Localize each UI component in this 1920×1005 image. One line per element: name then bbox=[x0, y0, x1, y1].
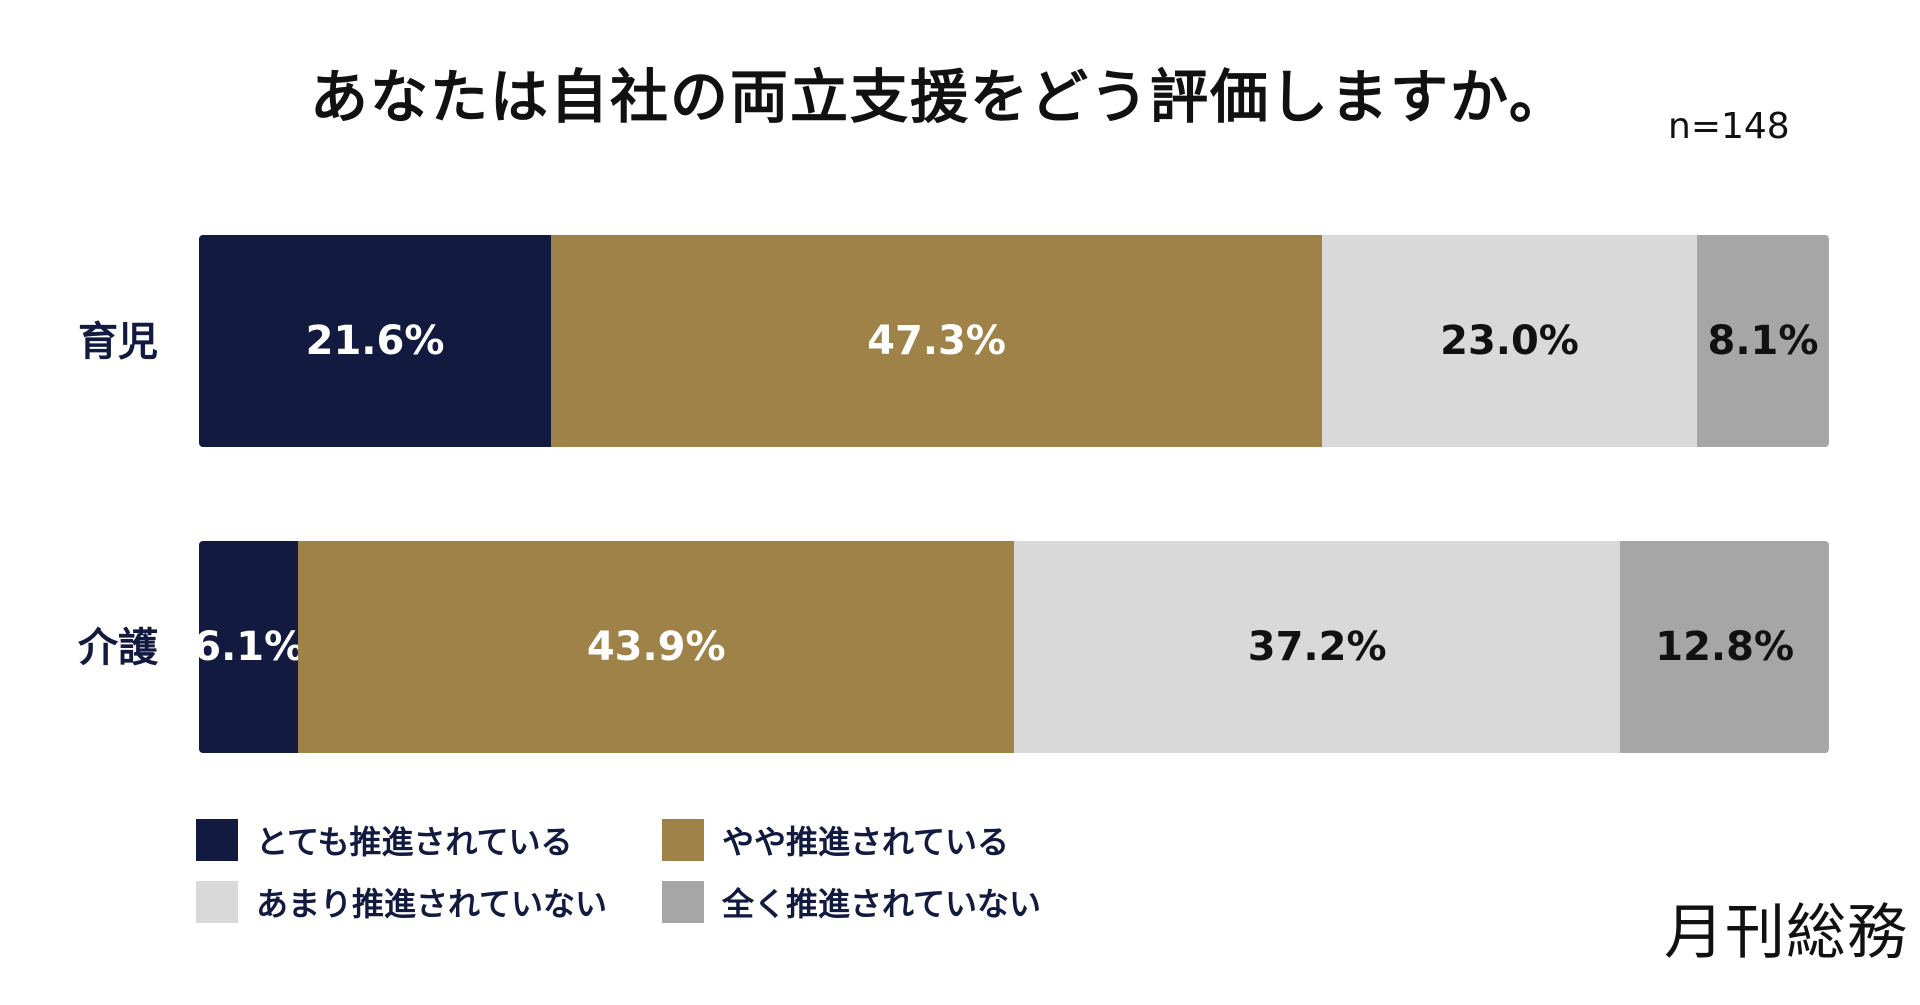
legend-item: やや推進されている bbox=[662, 818, 1009, 862]
bar-segment-nursing-care-2: 43.9% bbox=[298, 541, 1014, 753]
legend-label: 全く推進されていない bbox=[722, 885, 1042, 923]
category-label-nursing-care: 介護 bbox=[78, 625, 158, 671]
data-label: 47.3% bbox=[867, 318, 1006, 364]
bar-segment-childcare-1: 21.6% bbox=[199, 235, 552, 447]
legend-item: あまり推進されていない bbox=[196, 880, 607, 924]
legend-label: あまり推進されていない bbox=[256, 885, 608, 923]
data-label: 21.6% bbox=[305, 318, 445, 364]
bar-childcare: 21.6% 47.3% 23.0% 8.1% bbox=[199, 235, 1829, 447]
legend-item: とても推進されている bbox=[196, 818, 572, 862]
bar-nursing-care: 6.1% 43.9% 37.2% 12.8% bbox=[199, 541, 1829, 753]
bar-segment-childcare-4: 8.1% bbox=[1696, 235, 1829, 447]
bar-segment-nursing-care-3: 37.2% bbox=[1013, 541, 1621, 753]
bar-segment-nursing-care-1: 6.1% bbox=[199, 541, 304, 753]
bar-segment-nursing-care-4: 12.8% bbox=[1620, 541, 1829, 753]
category-label-childcare: 育児 bbox=[78, 319, 158, 365]
data-label: 23.0% bbox=[1440, 318, 1579, 364]
legend-swatch bbox=[196, 819, 238, 861]
legend-label: とても推進されている bbox=[256, 823, 573, 861]
data-label: 12.8% bbox=[1655, 624, 1795, 670]
legend-swatch bbox=[662, 881, 704, 923]
legend-swatch bbox=[196, 881, 238, 923]
legend-swatch bbox=[662, 819, 704, 861]
chart-title: あなたは自社の両立支援をどう評価しますか。 bbox=[310, 63, 1569, 131]
legend-label: やや推進されている bbox=[722, 823, 1010, 861]
data-label: 37.2% bbox=[1247, 624, 1387, 670]
chart-legend: とても推進されている やや推進されているあまり推進されていない 全く推進されていない bbox=[196, 818, 1076, 928]
brand-logo-text: 月刊総務 bbox=[1664, 898, 1908, 968]
legend-item: 全く推進されていない bbox=[662, 880, 1041, 924]
bar-segment-childcare-3: 23.0% bbox=[1322, 235, 1697, 447]
bar-segment-childcare-2: 47.3% bbox=[551, 235, 1323, 447]
data-label: 8.1% bbox=[1707, 318, 1819, 364]
data-label: 6.1% bbox=[199, 624, 305, 670]
data-label: 43.9% bbox=[586, 624, 726, 670]
sample-size-label: n=148 bbox=[1668, 106, 1790, 147]
